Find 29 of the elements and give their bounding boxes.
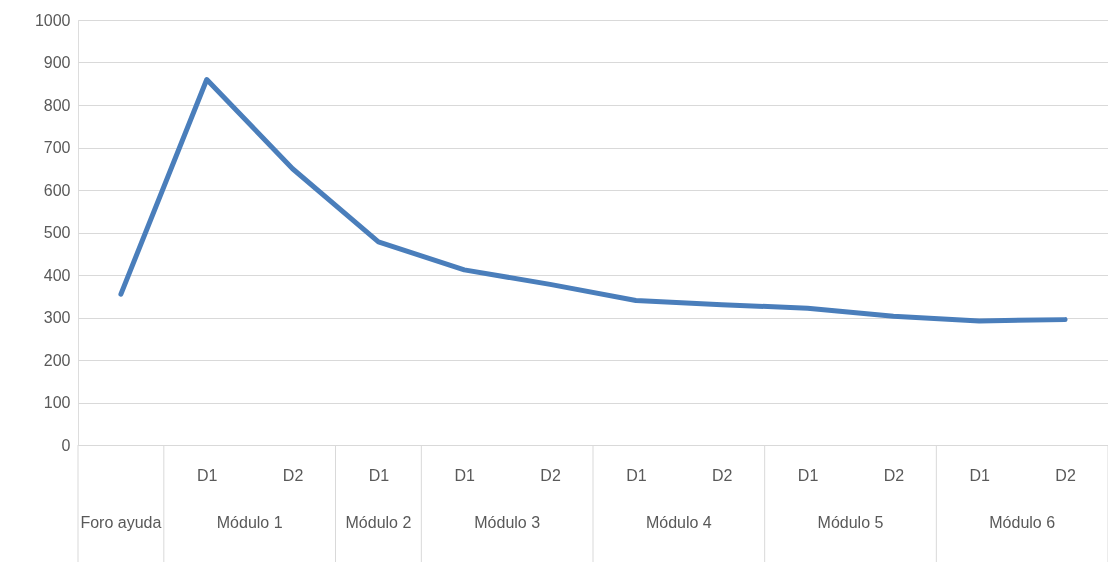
text: Módulo 6 <box>989 514 1056 531</box>
x-tick-label: D1 <box>797 466 819 484</box>
y-tick-label: 100 <box>43 394 71 411</box>
y-tick-label: 400 <box>43 266 71 284</box>
y-tick-label: 900 <box>43 54 71 71</box>
text: Módulo 1 <box>216 514 283 531</box>
y-tick-label: 600 <box>43 181 71 199</box>
x-tick-label: D1 <box>969 466 991 484</box>
y-tick-label: 300 <box>43 309 71 326</box>
y-tick-label: 800 <box>43 96 71 114</box>
x-tick-label: D1 <box>197 466 218 484</box>
x-tick-label: D1 <box>454 466 476 484</box>
text: Módulo 5 <box>817 514 884 531</box>
x-tick-label: D2 <box>282 466 304 484</box>
y-tick-label: 1000 <box>34 11 71 29</box>
text: Módulo 2 <box>345 514 412 531</box>
x-tick-label: D2 <box>883 466 905 484</box>
text: Módulo 4 <box>645 514 712 531</box>
x-tick-label: D2 <box>712 466 733 484</box>
text: Foro ayuda <box>80 514 162 531</box>
text: Módulo 3 <box>474 514 541 531</box>
y-tick-label: 0 <box>61 436 71 454</box>
y-tick-label: 500 <box>43 224 71 241</box>
x-tick-label: D1 <box>368 466 390 484</box>
x-tick-label: D1 <box>626 466 647 484</box>
y-tick-label: 200 <box>43 351 71 369</box>
x-tick-label: D2 <box>540 466 561 484</box>
x-tick-label: D2 <box>1055 466 1076 484</box>
y-tick-label: 700 <box>43 139 71 156</box>
